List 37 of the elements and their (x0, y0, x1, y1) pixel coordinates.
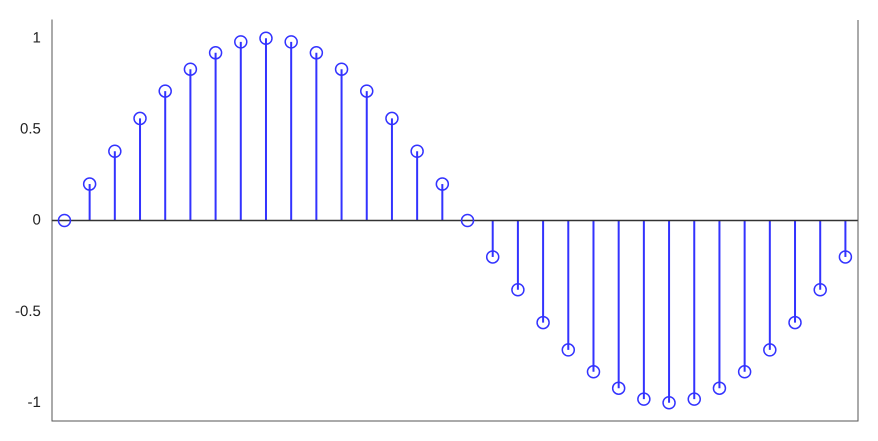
point (58, 214, 72, 228)
point (536, 316, 550, 330)
point (234, 35, 248, 49)
point (385, 112, 399, 126)
point (662, 396, 676, 410)
point (436, 177, 450, 191)
point (133, 112, 147, 126)
y-tick-label: 0.5 (20, 120, 41, 138)
point (334, 62, 348, 76)
point (838, 250, 852, 264)
y-tick-label: 0 (32, 212, 41, 229)
point (637, 392, 651, 406)
point (486, 250, 500, 264)
y-tick-label: -0.5 (14, 302, 41, 320)
point (460, 214, 474, 228)
point (360, 84, 374, 98)
point (208, 46, 222, 60)
y-tick-label: 1 (32, 29, 41, 46)
point (612, 381, 626, 395)
point (158, 84, 172, 98)
y-tick-label: -1 (28, 394, 41, 411)
point (813, 283, 827, 297)
point (284, 35, 298, 49)
point (310, 46, 324, 60)
point (712, 381, 726, 395)
point (738, 365, 752, 379)
point (788, 316, 802, 330)
point (763, 343, 777, 357)
point (562, 343, 576, 357)
point (688, 392, 701, 406)
point (184, 62, 198, 76)
point (82, 177, 96, 191)
point (511, 283, 525, 297)
point (410, 144, 424, 158)
point (108, 144, 122, 158)
point (259, 31, 273, 45)
point (586, 365, 600, 379)
